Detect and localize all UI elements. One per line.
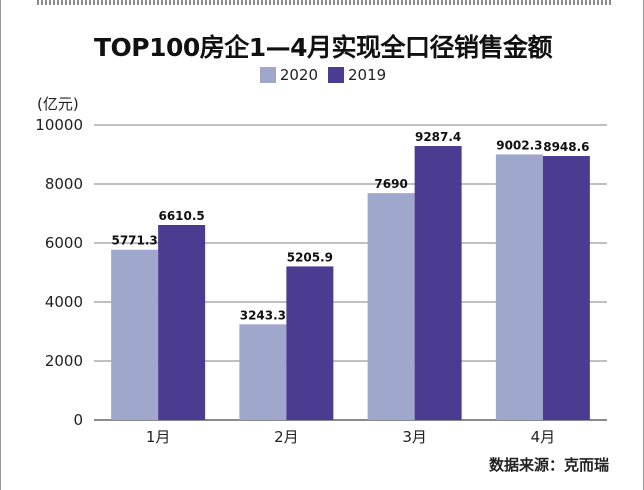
x-tick-label-4: 4月 — [531, 428, 556, 446]
x-tick-label-3: 3月 — [402, 428, 427, 446]
data-label-2019-1: 6610.5 — [158, 209, 204, 223]
y-tick-label-10000: 10000 — [35, 116, 83, 134]
data-label-2019-2: 5205.9 — [287, 250, 333, 264]
x-tick-label-1: 1月 — [146, 428, 171, 446]
legend: 2020 2019 — [1, 66, 644, 84]
y-tick-label-2000: 2000 — [45, 352, 83, 370]
legend-label-2019: 2019 — [348, 66, 387, 84]
x-tick-label-2: 2月 — [274, 428, 299, 446]
y-axis-unit-label: (亿元) — [37, 95, 79, 113]
data-label-2020-2: 3243.3 — [240, 308, 286, 322]
y-tick-label-4000: 4000 — [45, 293, 83, 311]
y-tick-label-8000: 8000 — [45, 175, 83, 193]
data-label-2020-4: 9002.3 — [496, 138, 542, 152]
bar-2019-1 — [158, 224, 206, 420]
legend-item-2019: 2019 — [328, 66, 386, 84]
legend-item-2020: 2020 — [259, 66, 318, 84]
decorative-top-stripe — [37, 0, 613, 5]
bar-2019-4 — [542, 156, 590, 420]
y-tick-label-6000: 6000 — [45, 234, 83, 252]
data-source-note: 数据来源：克而瑞 — [488, 456, 609, 474]
bar-2019-2 — [286, 266, 334, 420]
data-label-2020-3: 7690 — [374, 177, 407, 191]
bar-2020-2 — [239, 324, 287, 420]
bar-2019-3 — [414, 146, 462, 420]
data-label-2020-1: 5771.3 — [111, 234, 157, 248]
bar-2020-3 — [367, 193, 415, 420]
y-tick-label-0: 0 — [73, 411, 83, 429]
bar-2020-4 — [495, 154, 543, 421]
legend-swatch-2019 — [328, 67, 344, 83]
legend-label-2020: 2020 — [279, 66, 318, 84]
data-label-2019-4: 8948.6 — [543, 140, 589, 154]
data-label-2019-3: 9287.4 — [415, 130, 461, 144]
chart-title: TOP100房企1—4月实现全口径销售金额 — [93, 33, 553, 62]
legend-swatch-2020 — [259, 67, 276, 83]
bar-2020-1 — [111, 249, 159, 420]
